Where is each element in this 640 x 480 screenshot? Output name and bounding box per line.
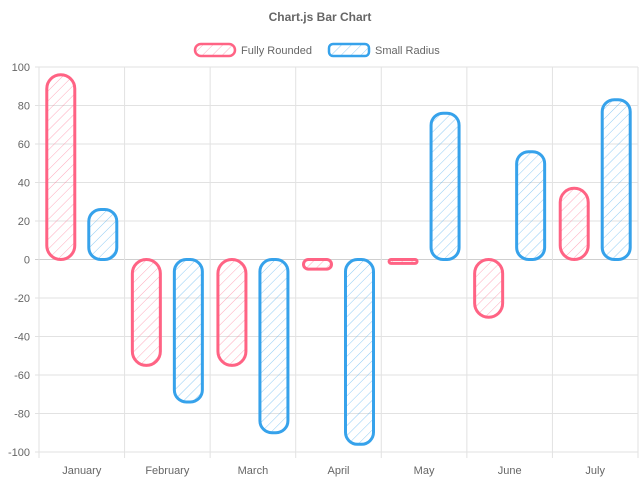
y-tick-label: 100 [12,62,30,74]
bar-fully-rounded[interactable] [387,258,419,265]
x-tick-label: June [498,465,522,477]
bar-fully-rounded[interactable] [473,258,505,319]
bar-fully-rounded[interactable] [130,258,162,367]
x-tick-label: July [585,465,605,477]
y-tick-label: -100 [8,447,30,459]
x-tick-label: January [62,465,102,477]
bar-small-radius[interactable] [344,258,375,446]
y-tick-label: -80 [14,409,30,421]
bar-small-radius[interactable] [515,150,547,261]
bar-fully-rounded[interactable] [302,258,333,271]
bar-small-radius[interactable] [172,258,204,404]
x-tick-label: April [327,465,349,477]
x-axis: January February March April May June July [62,465,605,477]
y-axis: 100 80 60 40 20 0 -20 -40 -60 -80 -100 [8,62,30,459]
legend-item-small-radius[interactable]: Small Radius [327,42,440,58]
chart-title: Chart.js Bar Chart [269,10,372,24]
legend-swatch-fully-rounded [193,42,237,58]
x-tick-label: March [238,465,269,477]
legend-label-small-radius: Small Radius [375,45,440,57]
bar-small-radius[interactable] [87,207,119,261]
bar-fully-rounded[interactable] [558,186,590,261]
grid [35,66,639,458]
y-tick-label: 80 [18,101,30,113]
bar-fully-rounded[interactable] [216,258,248,367]
bar-small-radius[interactable] [600,98,632,261]
legend[interactable]: Fully Rounded Small Radius [193,42,440,58]
y-tick-label: 60 [18,139,30,151]
legend-label-fully-rounded: Fully Rounded [241,45,312,57]
legend-item-fully-rounded[interactable]: Fully Rounded [193,42,312,58]
y-tick-label: 40 [18,178,30,190]
y-tick-label: 20 [18,216,30,228]
legend-swatch-small-radius [327,42,371,58]
bar-small-radius[interactable] [429,111,461,261]
y-tick-label: -40 [14,332,30,344]
y-tick-label: -60 [14,370,30,382]
y-tick-label: 0 [24,255,30,267]
y-tick-label: -20 [14,293,30,305]
x-tick-label: May [414,465,435,477]
bar-small-radius[interactable] [258,258,290,435]
bar-fully-rounded[interactable] [45,73,77,261]
x-tick-label: February [145,465,190,477]
bars [45,73,632,446]
